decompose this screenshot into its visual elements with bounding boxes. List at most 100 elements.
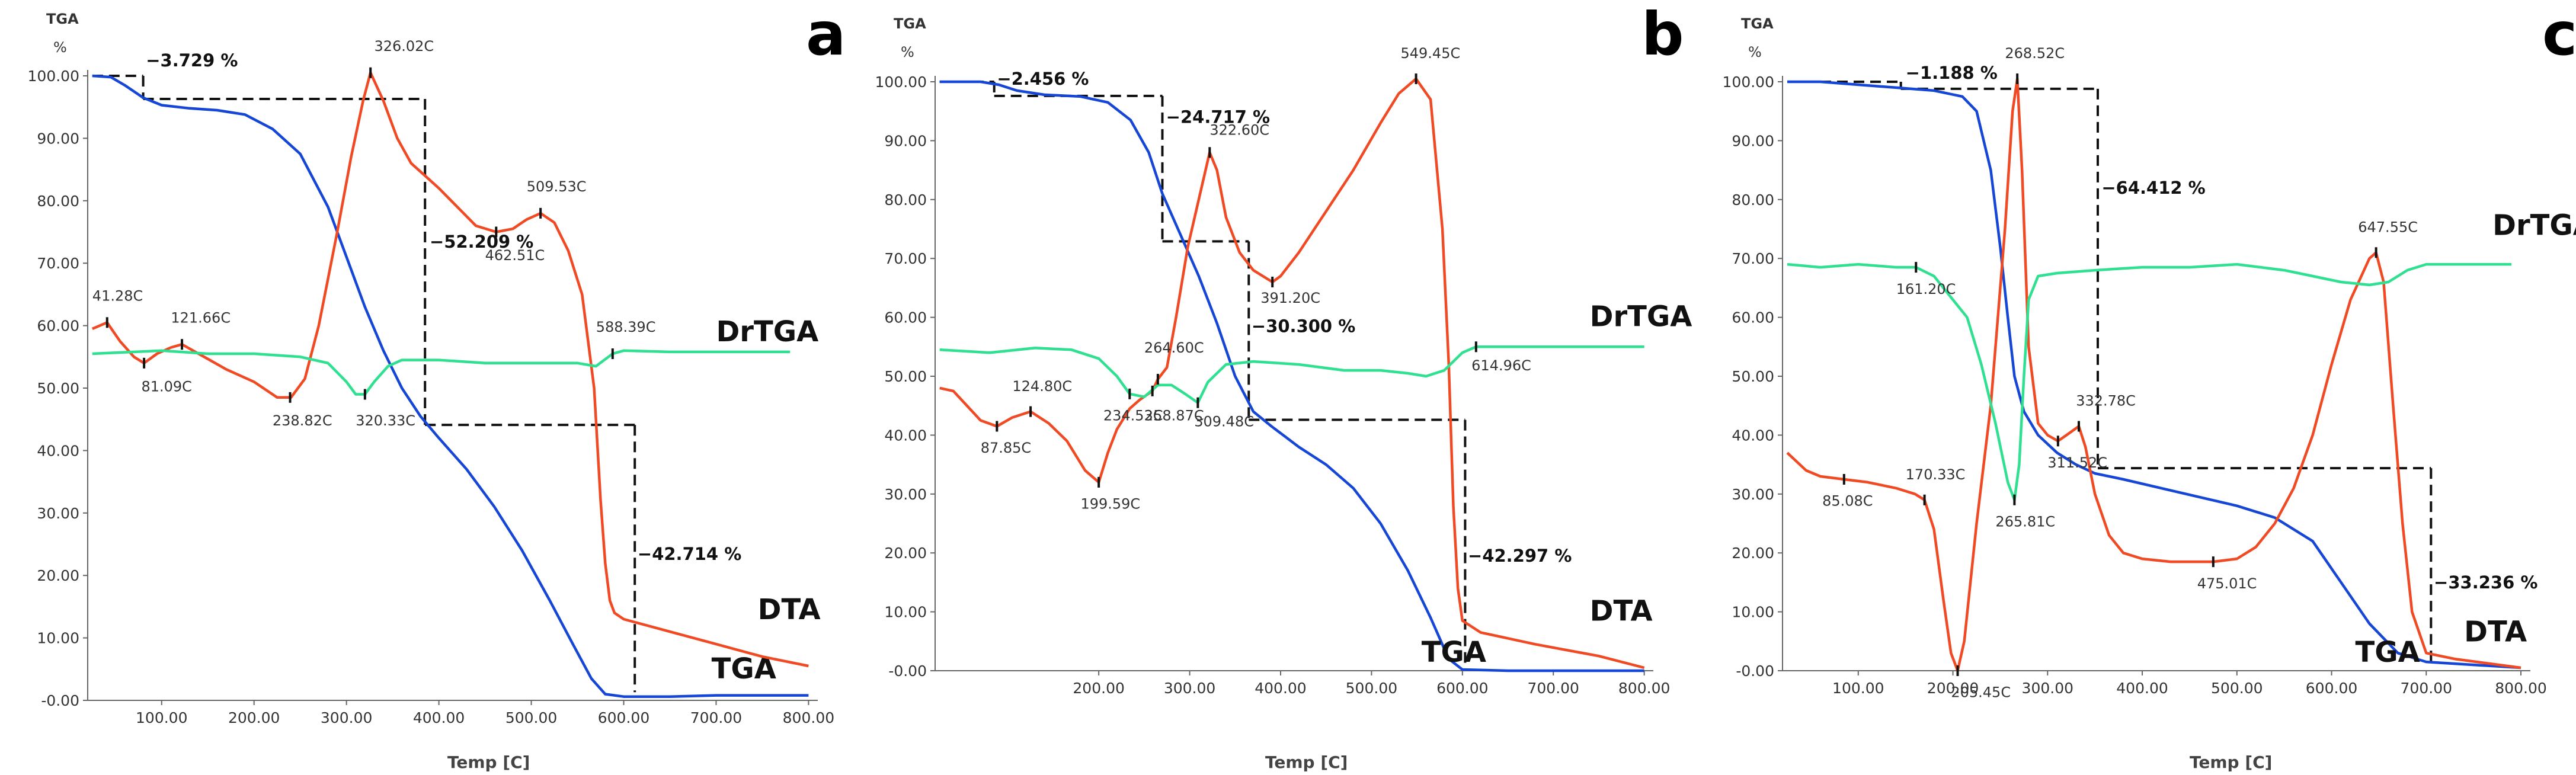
- peak-label: 614.96C: [1471, 357, 1531, 374]
- y-tick-label: 50.00: [1732, 368, 1774, 385]
- peak-label: 309.48C: [1194, 413, 1254, 430]
- y-axis-label-tga: TGA: [894, 15, 926, 32]
- y-tick-label: 50.00: [37, 380, 79, 397]
- y-tick-label: 30.00: [1732, 486, 1774, 503]
- series-label-dta: DTA: [758, 593, 821, 626]
- peak-label: 265.81C: [1995, 513, 2055, 530]
- y-tick-label: -0.00: [888, 662, 927, 680]
- series-label-dta: DTA: [2464, 615, 2527, 648]
- x-tick-label: 100.00: [136, 709, 187, 726]
- peak-label: 258.87C: [1144, 408, 1204, 424]
- series-tga-line: [939, 80, 1644, 672]
- y-tick-label: 10.00: [884, 604, 927, 621]
- mass-loss-label: −42.714 %: [638, 544, 741, 564]
- series-dta-line: [1786, 77, 2521, 672]
- y-tick-label: 60.00: [884, 309, 927, 326]
- y-tick-label: 60.00: [1732, 309, 1774, 326]
- peak-label: 87.85C: [981, 440, 1031, 456]
- panel-letter: a: [806, 0, 846, 69]
- peak-label: 41.28C: [92, 287, 143, 304]
- peak-label: 268.52C: [2005, 45, 2065, 62]
- y-tick-label: 40.00: [1732, 427, 1774, 444]
- y-tick-label: 10.00: [37, 630, 79, 647]
- y-tick-label: 30.00: [37, 505, 79, 522]
- peak-label: 161.20C: [1896, 281, 1956, 297]
- peak-label: 462.51C: [485, 247, 545, 264]
- y-tick-label: 70.00: [1732, 250, 1774, 267]
- peak-label: 199.59C: [1080, 496, 1140, 513]
- y-tick-label: 20.00: [884, 545, 927, 562]
- y-tick-label: 90.00: [884, 132, 927, 149]
- peak-label: 234.53C: [1103, 408, 1163, 424]
- peak-label: 311.52C: [2047, 454, 2107, 471]
- x-tick-label: 700.00: [2401, 680, 2452, 697]
- peak-label: 264.60C: [1144, 340, 1204, 356]
- peak-label: 124.80C: [1012, 378, 1072, 395]
- series-dta-line: [939, 77, 1645, 670]
- y-tick-label: 80.00: [884, 191, 927, 209]
- mass-loss-label: −1.188 %: [1906, 63, 1998, 83]
- y-tick-label: 90.00: [37, 130, 79, 147]
- y-tick-label: 100.00: [1723, 73, 1774, 91]
- panel-letter: b: [1641, 0, 1684, 69]
- y-axis-label-tga: TGA: [46, 11, 79, 27]
- y-tick-label: 40.00: [884, 427, 927, 444]
- y-tick-label: 20.00: [37, 567, 79, 584]
- mass-loss-label: −42.297 %: [1468, 546, 1572, 566]
- x-tick-label: 800.00: [1618, 680, 1670, 697]
- x-tick-label: 300.00: [321, 709, 372, 726]
- mass-loss-label: −64.412 %: [2101, 178, 2205, 198]
- x-tick-label: 500.00: [505, 709, 557, 726]
- mass-loss-label: −33.236 %: [2434, 572, 2537, 593]
- peak-label: 170.33C: [1906, 466, 1966, 483]
- series-label-tga: TGA: [2355, 636, 2420, 669]
- peak-label: 326.02C: [374, 38, 434, 55]
- series-drtga-line: [939, 345, 1644, 404]
- mass-loss-label: −2.456 %: [997, 69, 1089, 89]
- peak-label: 391.20C: [1260, 290, 1320, 306]
- mass-loss-label: −52.209 %: [430, 232, 533, 252]
- y-tick-label: 80.00: [1732, 191, 1774, 209]
- y-tick-label: 50.00: [884, 368, 927, 385]
- x-tick-label: 500.00: [1346, 680, 1397, 697]
- peak-label: 320.33C: [356, 412, 415, 429]
- x-axis-label: Temp [C]: [2190, 752, 2272, 772]
- y-tick-label: 60.00: [37, 318, 79, 335]
- x-tick-label: 800.00: [783, 709, 834, 726]
- y-tick-label: 30.00: [884, 486, 927, 503]
- mass-loss-label: −30.300 %: [1252, 316, 1355, 336]
- x-tick-label: 600.00: [598, 709, 649, 726]
- x-tick-label: 300.00: [1164, 680, 1215, 697]
- x-tick-label: 500.00: [2211, 680, 2263, 697]
- y-tick-label: -0.00: [41, 692, 79, 709]
- peak-label: 85.08C: [1822, 493, 1873, 510]
- x-axis-label: Temp [C]: [1265, 752, 1348, 772]
- x-tick-label: 200.00: [1927, 680, 1979, 697]
- mass-loss-label: −3.729 %: [146, 50, 238, 71]
- x-tick-label: 200.00: [228, 709, 280, 726]
- peak-label: 205.45C: [1951, 684, 2011, 701]
- y-axis-label-percent: %: [1748, 44, 1762, 60]
- y-tick-label: 10.00: [1732, 604, 1774, 621]
- series-tga-line: [92, 74, 809, 698]
- peak-label: 588.39C: [596, 319, 656, 335]
- panel-a: TGA % a Temp [C] -0.00 10.00 20.00 30.00 40.…: [28, 0, 846, 772]
- peak-label: 332.78C: [2076, 393, 2136, 409]
- peak-label: 509.53C: [527, 178, 587, 195]
- y-tick-label: 70.00: [884, 250, 927, 267]
- y-tick-label: -0.00: [1736, 662, 1774, 680]
- y-tick-label: 90.00: [1732, 132, 1774, 149]
- series-label-drtga: DrTGA: [716, 315, 818, 348]
- y-axis-label-percent: %: [53, 39, 67, 56]
- panel-c: TGA % c Temp [C] -0.00 10.00 20.00 30.00 40.…: [1723, 0, 2576, 772]
- peak-label: 322.60C: [1209, 121, 1269, 138]
- peak-label: 549.45C: [1400, 45, 1460, 62]
- series-drtga-line: [1787, 262, 2512, 501]
- x-tick-label: 400.00: [2116, 680, 2168, 697]
- peak-label: 647.55C: [2358, 219, 2418, 235]
- peak-label: 121.66C: [171, 309, 231, 326]
- series-label-drtga: DrTGA: [2492, 209, 2576, 242]
- y-tick-label: 40.00: [37, 442, 79, 459]
